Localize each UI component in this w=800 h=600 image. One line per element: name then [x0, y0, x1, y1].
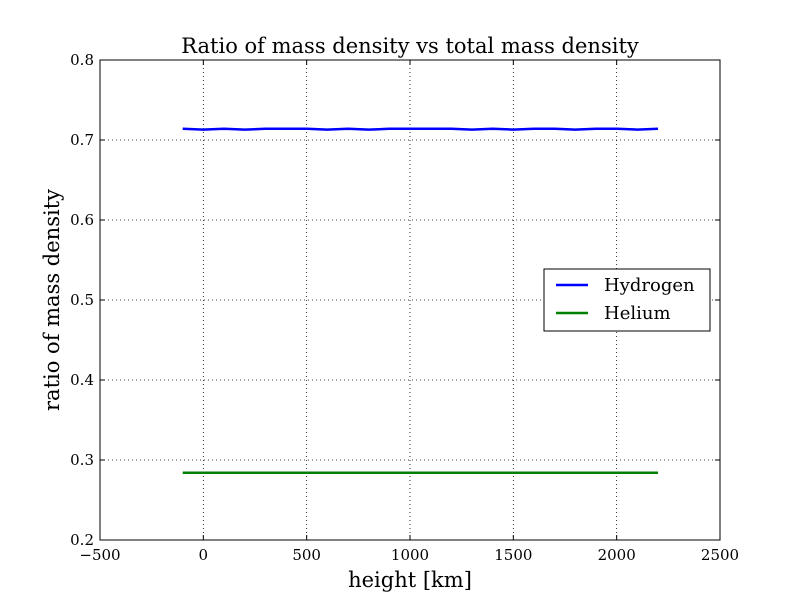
y-tick-label: 0.8: [70, 51, 94, 69]
x-tick-label: 500: [292, 546, 321, 564]
chart-title: Ratio of mass density vs total mass dens…: [181, 34, 639, 58]
plot-area: −500 0 500 1000 1500 2000 2500 0.2 0.3 0.4 0.5 0.6 0…: [70, 51, 739, 564]
axis-ticks: −500 0 500 1000 1500 2000 2500 0.2 0.3 0.4 0.5 0.6 0…: [70, 51, 739, 564]
y-tick-label: 0.6: [70, 211, 94, 229]
x-axis-label: height [km]: [348, 568, 472, 592]
x-tick-label: 1000: [391, 546, 429, 564]
x-tick-label: −500: [79, 546, 120, 564]
y-tick-label: 0.5: [70, 291, 94, 309]
y-tick-label: 0.7: [70, 131, 94, 149]
x-tick-label: 2500: [701, 546, 739, 564]
x-tick-label: 2000: [598, 546, 636, 564]
x-tick-label: 0: [199, 546, 209, 564]
series-lines: [182, 127, 659, 475]
y-tick-label: 0.4: [70, 371, 94, 389]
series-line-hydrogen: [182, 127, 659, 131]
y-tick-label: 0.3: [70, 451, 94, 469]
legend-label-helium: Helium: [604, 303, 671, 324]
x-tick-label: 1500: [494, 546, 532, 564]
legend-box: [543, 268, 711, 332]
y-tick-label: 0.2: [70, 531, 94, 549]
legend-label-hydrogen: Hydrogen: [604, 275, 695, 296]
y-axis-label: ratio of mass density: [40, 189, 64, 411]
legend: Hydrogen Helium: [543, 268, 711, 332]
